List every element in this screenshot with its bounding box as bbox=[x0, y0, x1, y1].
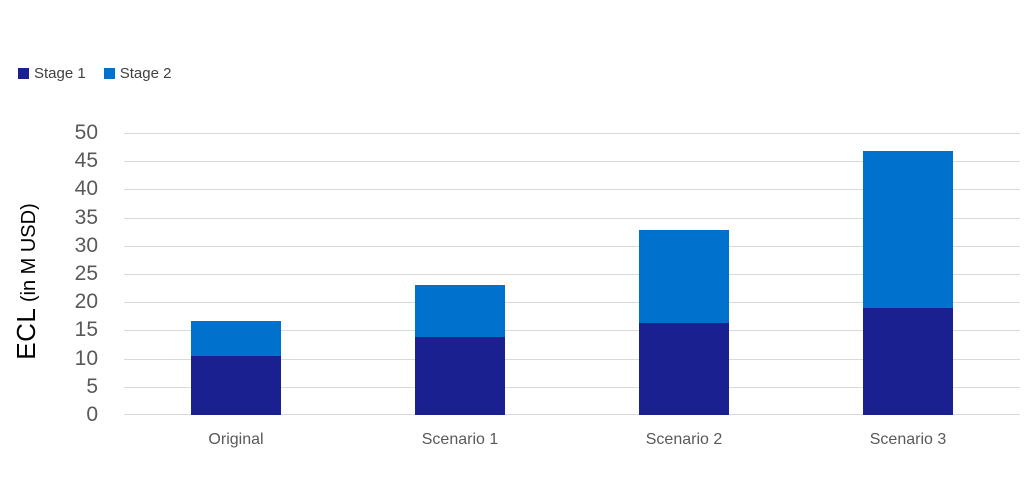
bar-segment-original-stage-2 bbox=[191, 320, 281, 356]
x-axis-label-original: Original bbox=[208, 431, 264, 448]
gridline-50 bbox=[124, 133, 1020, 134]
y-tick-label-15: 15 bbox=[74, 318, 98, 342]
gridline-30 bbox=[124, 245, 1020, 247]
y-tick-label-5: 5 bbox=[86, 374, 98, 398]
plot-area bbox=[124, 133, 1020, 415]
y-tick-label-0: 0 bbox=[86, 403, 98, 426]
x-axis-labels: Original Scenario 1 Scenario 2 Scenario 3 bbox=[124, 431, 1020, 455]
gridline-10 bbox=[124, 358, 1020, 360]
gridline-20 bbox=[124, 302, 1020, 304]
y-tick-label-50: 50 bbox=[74, 121, 98, 144]
legend-item-stage-2: Stage 2 bbox=[103, 65, 172, 82]
bar-segment-scenario-1-stage-1 bbox=[415, 337, 505, 415]
x-axis-label-scenario-1: Scenario 1 bbox=[421, 431, 499, 448]
gridline-0 bbox=[124, 414, 1020, 415]
bar-segment-scenario-2-stage-2 bbox=[639, 230, 729, 324]
bar-original bbox=[191, 320, 281, 415]
gridline-40 bbox=[124, 189, 1020, 191]
bar-segment-scenario-3-stage-1 bbox=[863, 308, 953, 415]
y-tick-label-35: 35 bbox=[74, 205, 98, 229]
y-tick-label-25: 25 bbox=[74, 262, 98, 285]
bar-segment-original-stage-1 bbox=[191, 355, 281, 415]
legend-label: Stage 2 bbox=[119, 65, 172, 82]
y-axis-ticks: 0 5 10 15 20 25 30 35 40 45 50 bbox=[0, 121, 98, 426]
legend-swatch-stage-1 bbox=[18, 68, 29, 79]
x-axis-label-scenario-2: Scenario 2 bbox=[645, 431, 723, 448]
legend: Stage 1 Stage 2 bbox=[18, 66, 171, 81]
y-tick-label-30: 30 bbox=[74, 233, 98, 257]
bar-scenario-3 bbox=[863, 151, 953, 415]
y-tick-label-10: 10 bbox=[74, 346, 98, 370]
bar-scenario-1 bbox=[415, 285, 505, 415]
bar-scenario-2 bbox=[639, 230, 729, 415]
y-tick-label-20: 20 bbox=[74, 290, 98, 314]
y-tick-label-40: 40 bbox=[74, 177, 98, 201]
bar-segment-scenario-1-stage-2 bbox=[415, 285, 505, 338]
bar-segment-scenario-3-stage-2 bbox=[863, 151, 953, 309]
legend-item-stage-1: Stage 1 bbox=[18, 66, 86, 81]
gridline-45 bbox=[124, 161, 1020, 163]
gridline-15 bbox=[124, 330, 1020, 332]
legend-swatch-stage-2 bbox=[103, 68, 115, 79]
bar-segment-scenario-2-stage-1 bbox=[639, 323, 729, 415]
gridline-25 bbox=[124, 274, 1020, 275]
y-tick-label-45: 45 bbox=[74, 149, 98, 173]
x-axis-label-scenario-3: Scenario 3 bbox=[869, 431, 947, 448]
gridline-35 bbox=[124, 217, 1020, 219]
legend-label: Stage 1 bbox=[34, 65, 86, 82]
gridline-5 bbox=[124, 386, 1020, 388]
